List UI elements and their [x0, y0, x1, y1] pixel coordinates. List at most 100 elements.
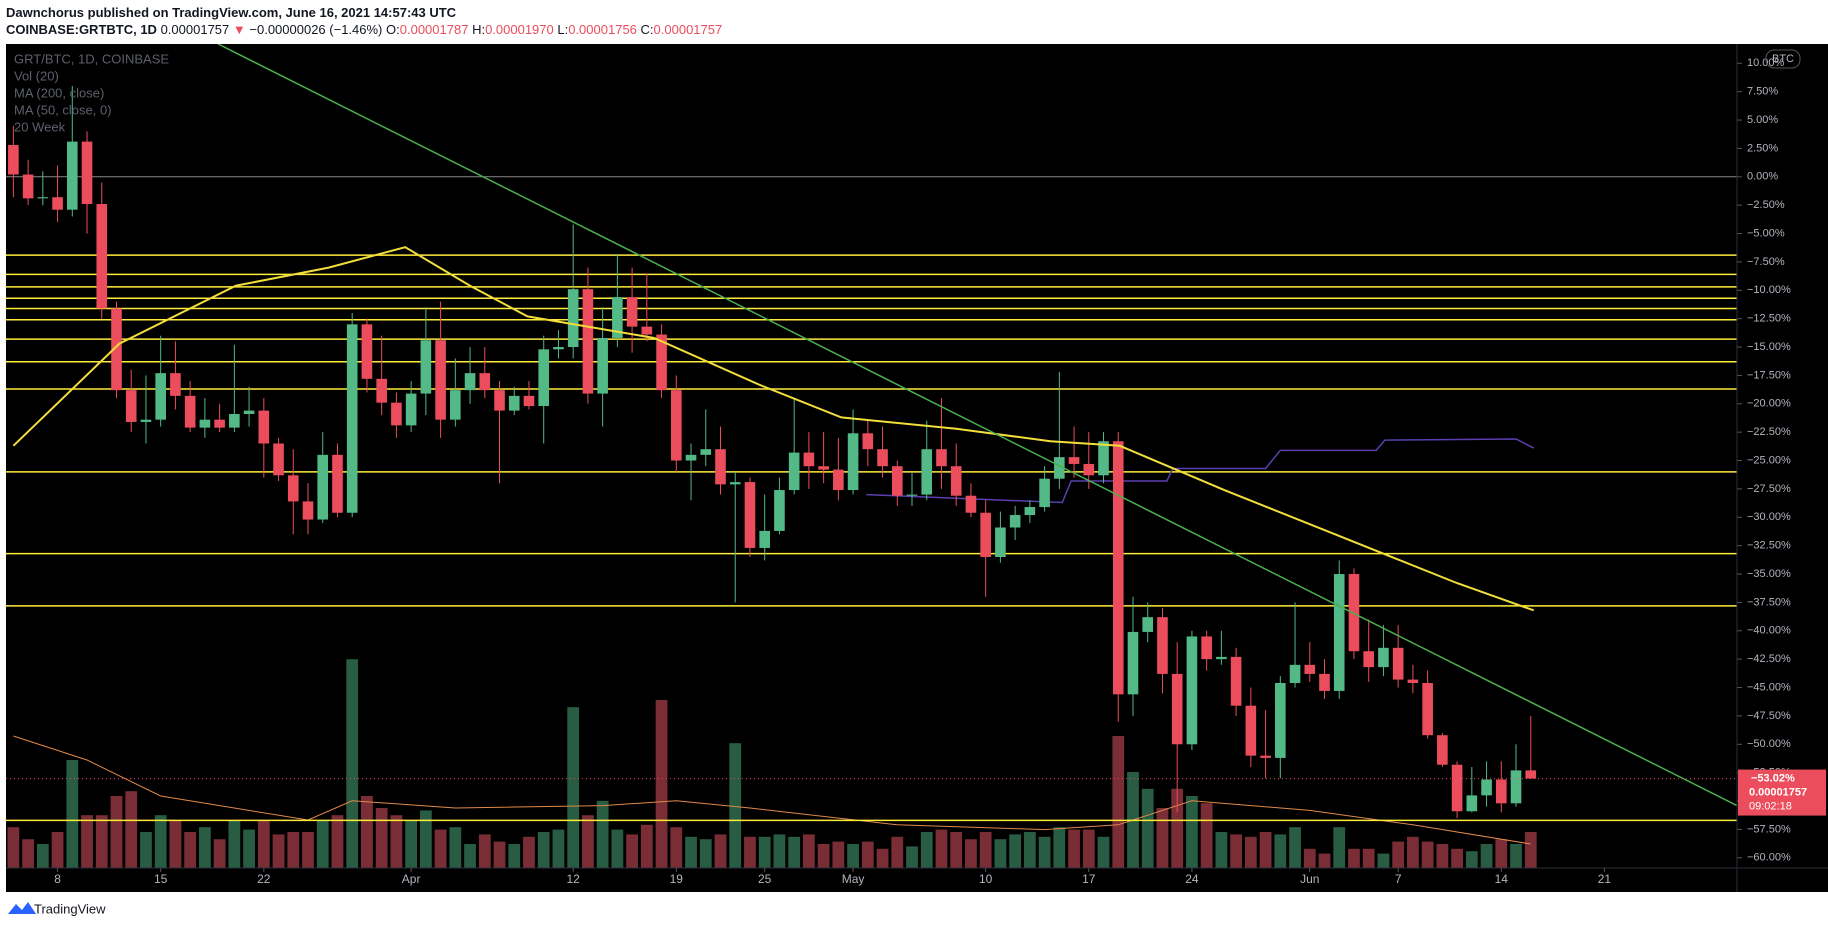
- y-tick-label: −50.00%: [1747, 738, 1791, 750]
- candle-body: [1466, 795, 1478, 812]
- candle-body: [479, 373, 491, 391]
- volume-bar: [1392, 841, 1405, 868]
- candle-body: [155, 373, 166, 420]
- candle-body: [803, 452, 815, 467]
- legend-entry: MA (200, close): [14, 85, 104, 100]
- x-tick-label: 19: [670, 872, 684, 886]
- candle-body: [1481, 779, 1492, 796]
- candle-body: [1024, 507, 1036, 516]
- volume-bar: [773, 834, 786, 868]
- volume-bar: [1200, 803, 1213, 868]
- y-tick-label: −15.00%: [1747, 341, 1791, 353]
- volume-bar: [655, 700, 668, 868]
- volume-bar: [228, 820, 241, 868]
- candle-body: [980, 512, 991, 558]
- volume-bar: [154, 815, 167, 868]
- y-tick-label: −2.50%: [1747, 199, 1785, 211]
- volume-bar: [552, 829, 565, 868]
- candle-body: [1333, 574, 1345, 691]
- x-tick-label: 22: [257, 872, 271, 886]
- ohlc-label: C:: [640, 22, 654, 37]
- volume-bar: [316, 820, 329, 868]
- ohlc-label: H:: [472, 22, 486, 37]
- x-tick-label: May: [842, 872, 865, 886]
- x-tick-label: 7: [1395, 872, 1402, 886]
- volume-bar: [1451, 848, 1463, 868]
- candle-body: [317, 454, 329, 520]
- candle-body: [847, 433, 859, 491]
- volume-bar: [994, 839, 1007, 868]
- volume-bar: [876, 848, 889, 868]
- ohlc-label: L:: [557, 22, 569, 37]
- y-tick-label: 7.50%: [1747, 86, 1778, 98]
- legend-entry: MA (50, close, 0): [14, 102, 112, 117]
- candle-body: [1009, 515, 1021, 528]
- candle-body: [759, 530, 770, 548]
- y-tick-label: −5.00%: [1747, 227, 1785, 239]
- x-tick-label: 14: [1495, 872, 1509, 886]
- volume-bar: [979, 832, 992, 868]
- y-tick-label: −10.00%: [1747, 284, 1791, 296]
- x-tick-label: 24: [1185, 872, 1199, 886]
- candle-body: [435, 340, 446, 420]
- candle-body: [715, 449, 726, 485]
- candle-body: [729, 482, 741, 485]
- candle-body: [862, 433, 874, 450]
- candle-body: [1348, 574, 1360, 652]
- candle-body: [877, 449, 888, 467]
- x-tick-label: 17: [1082, 872, 1096, 886]
- volume-bar: [611, 829, 624, 868]
- volume-bar: [1082, 829, 1095, 868]
- volume-bar: [729, 743, 742, 868]
- volume-bar: [419, 810, 432, 868]
- volume-bar: [832, 841, 845, 868]
- candle-body: [199, 419, 211, 428]
- volume-bar: [744, 836, 756, 868]
- volume-bar: [1348, 848, 1360, 868]
- legend-entry: GRT/BTC, 1D, COINBASE: [14, 51, 169, 66]
- chart-background: [6, 44, 1828, 892]
- publisher: Dawnchorus published on TradingView.com,…: [6, 4, 722, 21]
- logo: [8, 902, 36, 914]
- axes: 10.00% 7.50% 5.00% 2.50% 0.00% −2.50% −5.00% −7…: [54, 49, 1826, 886]
- legend: GRT/BTC, 1D, COINBASE Vol (20) MA (200, cl…: [14, 51, 169, 134]
- candle-body: [1451, 764, 1463, 812]
- volume-bar: [920, 832, 933, 868]
- candle-body: [81, 141, 93, 205]
- volume-bar: [66, 760, 79, 868]
- candle-body: [1260, 755, 1271, 758]
- candle-body: [66, 141, 78, 210]
- volume-bar: [1068, 829, 1080, 868]
- volume-bar: [1023, 832, 1036, 868]
- volume-bar: [81, 815, 93, 868]
- volume-bar: [891, 836, 904, 868]
- candle-body: [656, 334, 667, 391]
- ohlc-value: 0.00001970: [485, 22, 554, 37]
- candle-body: [700, 449, 712, 455]
- trend-line: [217, 44, 1737, 807]
- footer: TradingView: [8, 901, 106, 916]
- candle-body: [553, 347, 564, 350]
- candle-body: [1098, 441, 1109, 476]
- y-tick-label: −12.50%: [1747, 313, 1791, 325]
- y-tick-label: 5.00%: [1747, 114, 1778, 126]
- candle-body: [287, 475, 299, 502]
- y-tick-label: −25.00%: [1747, 454, 1791, 466]
- candle-body: [1216, 656, 1227, 660]
- volume-bar: [567, 707, 580, 868]
- volume-bar: [758, 836, 771, 868]
- volume-bar: [110, 796, 123, 868]
- y-tick-label: −42.50%: [1747, 653, 1791, 665]
- volume-bar: [523, 836, 535, 868]
- volume-bar: [906, 846, 918, 868]
- countdown: 09:02:18: [1749, 800, 1792, 812]
- volume-bar: [508, 844, 521, 868]
- y-tick-label: 10.00%: [1747, 57, 1785, 69]
- volume-ma: [13, 735, 1531, 845]
- candle-body: [450, 390, 461, 420]
- volume-bar: [1259, 832, 1272, 868]
- candle-body: [125, 390, 137, 422]
- volume-bar: [1510, 844, 1522, 868]
- candle-body: [965, 495, 977, 513]
